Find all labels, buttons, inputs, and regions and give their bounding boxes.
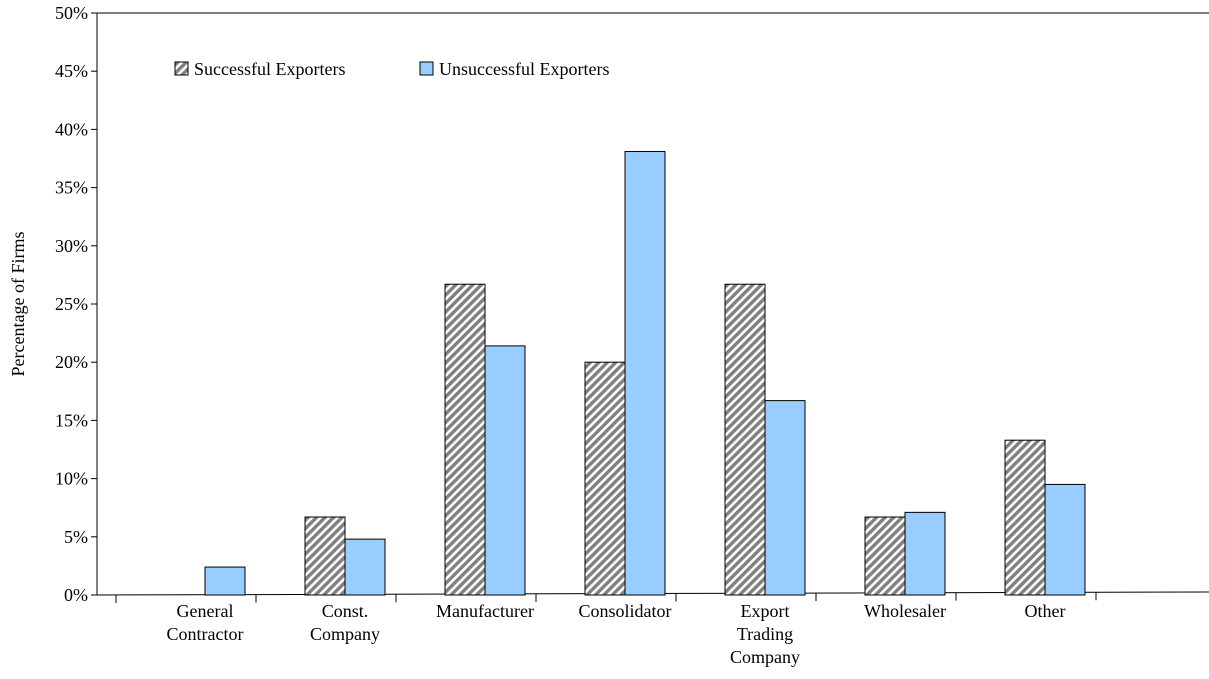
bar-unsuccessful — [1044, 483, 1086, 596]
x-axis-labels: General Contractor Const. Company Manufactur… — [167, 601, 1066, 667]
bar-successful — [864, 516, 906, 596]
bar-successful — [444, 283, 486, 596]
legend-label-successful: Successful Exporters — [194, 59, 345, 79]
x-tick-label: Manufacturer — [436, 601, 534, 621]
y-tick-label: 50% — [55, 3, 88, 23]
bar-successful — [1004, 439, 1046, 596]
y-tick-label: 35% — [55, 178, 88, 198]
legend-swatch-successful — [174, 61, 189, 76]
bar-successful — [724, 283, 766, 596]
y-tick-label: 45% — [55, 61, 88, 81]
y-tick-label: 5% — [64, 527, 88, 547]
x-tick-label: Export Trading Company — [730, 601, 800, 667]
bar-unsuccessful — [204, 566, 246, 596]
x-tick-label: General Contractor — [167, 601, 244, 644]
bar-unsuccessful — [624, 151, 666, 596]
y-tick-label: 25% — [55, 294, 88, 314]
legend-swatch-unsuccessful — [419, 61, 434, 76]
y-tick-label: 15% — [55, 410, 88, 430]
x-tick-label: Wholesaler — [864, 601, 946, 621]
y-tick-label: 30% — [55, 236, 88, 256]
bar-successful — [304, 516, 346, 596]
y-tick-label: 40% — [55, 119, 88, 139]
y-tick-label: 0% — [64, 585, 88, 605]
y-tick-label: 20% — [55, 352, 88, 372]
bars — [204, 151, 1086, 596]
x-tick-label: Const. Company — [310, 601, 380, 644]
bar-successful — [584, 361, 626, 596]
bar-unsuccessful — [344, 538, 386, 596]
y-axis-ticks: 0% 5% 10% 15% 20% 25% 30% 35% 40% 45% 50% — [55, 3, 97, 605]
bar-unsuccessful — [484, 345, 526, 596]
legend: Successful Exporters Unsuccessful Export… — [174, 59, 609, 79]
legend-label-unsuccessful: Unsuccessful Exporters — [439, 59, 609, 79]
y-axis-title: Percentage of Firms — [8, 232, 28, 377]
bar-unsuccessful — [904, 511, 946, 596]
y-tick-label: 10% — [55, 469, 88, 489]
x-tick-label: Consolidator — [579, 601, 672, 621]
x-tick-label: Other — [1025, 601, 1066, 621]
bar-unsuccessful — [764, 400, 806, 596]
x-axis-ticks — [115, 592, 1097, 603]
